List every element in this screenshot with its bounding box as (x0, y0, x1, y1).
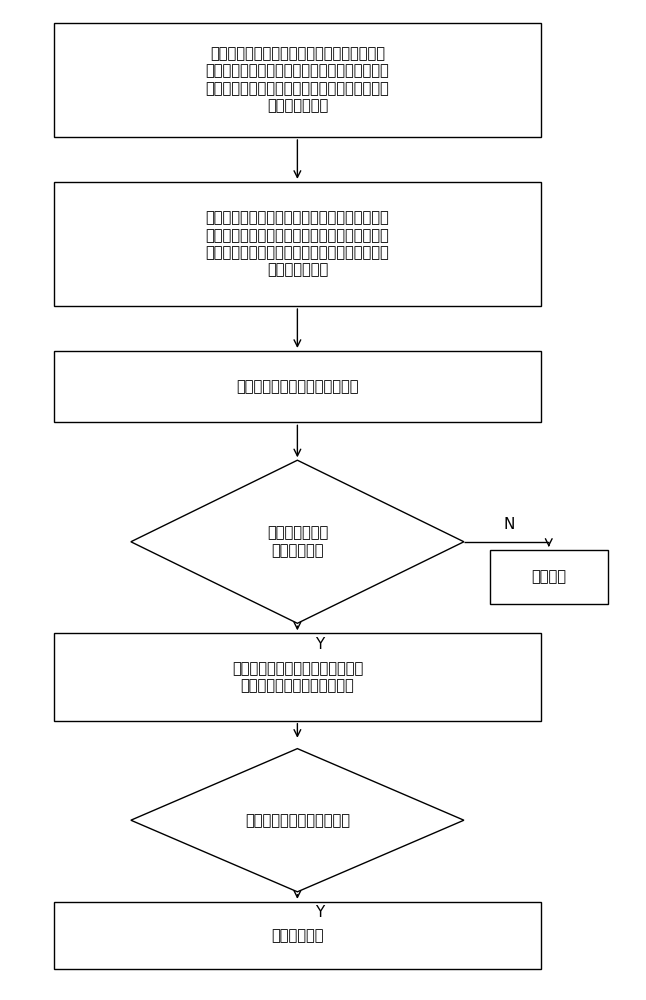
Bar (54, 633, 541, 721)
Text: Y: Y (315, 905, 324, 920)
Bar (54, 902, 541, 969)
Text: 设定不同人体状态下的体温阈值: 设定不同人体状态下的体温阈值 (236, 379, 359, 394)
Text: 将检测到的电容量信息、人体重力加速度信息以
及人体体温信息发送给主控制器，主控制器根据
接收到的信息判断体温检测仪是否与人体皮肤接
触以及人体状态: 将检测到的电容量信息、人体重力加速度信息以 及人体体温信息发送给主控制器，主控制… (205, 210, 390, 278)
Text: N: N (503, 517, 514, 532)
Text: 体温检测仪与人
体皮肤接触？: 体温检测仪与人 体皮肤接触？ (267, 526, 328, 558)
Bar (54, 351, 541, 422)
Text: 将体温信息在显示模块中显示，并
通过无线网络发送给监测终端: 将体温信息在显示模块中显示，并 通过无线网络发送给监测终端 (232, 661, 363, 693)
Text: Y: Y (315, 637, 324, 652)
Text: 停止检测: 停止检测 (531, 570, 567, 585)
Text: 发出报警信号: 发出报警信号 (271, 928, 324, 943)
Polygon shape (131, 460, 464, 623)
Bar (490, 550, 608, 604)
Polygon shape (131, 749, 464, 892)
Text: 电容式皮肤接触传感器实时检测各金属导体之
间产生的电容量信息，三轴重力加速度传感器实
时检测人体重力加速度信息，温度传感器实时检
测人体体温信息: 电容式皮肤接触传感器实时检测各金属导体之 间产生的电容量信息，三轴重力加速度传感… (205, 46, 390, 113)
Text: 体温超过设定的体温阈值？: 体温超过设定的体温阈值？ (245, 813, 350, 828)
Bar (54, 23, 541, 137)
Bar (54, 182, 541, 306)
